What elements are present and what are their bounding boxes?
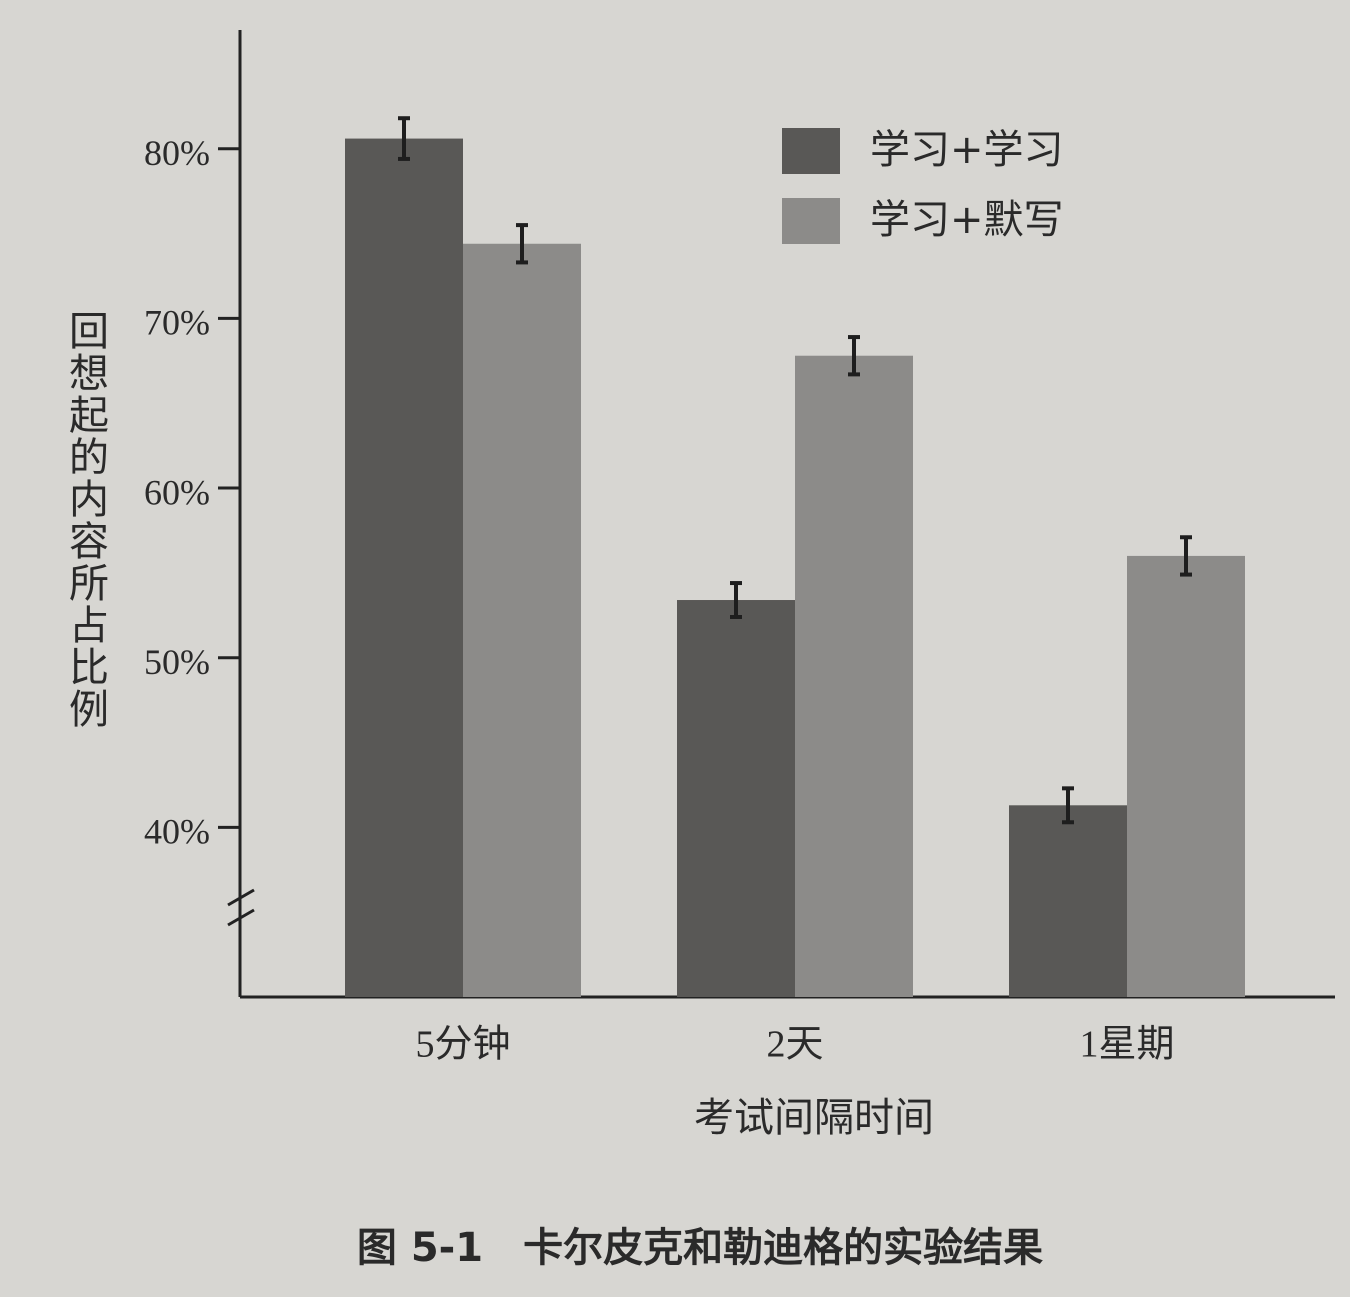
bar [677, 600, 795, 997]
bar [1009, 805, 1127, 997]
error-bar [398, 116, 410, 161]
x-tick-label: 2天 [766, 1024, 823, 1066]
y-axis-title: 回想起的内容所占比例 [62, 310, 108, 730]
x-axis-title: 考试间隔时间 [694, 1095, 934, 1141]
y-tick-label: 40% [144, 812, 210, 852]
bar [345, 138, 463, 997]
bar [795, 355, 913, 997]
bar [1127, 555, 1245, 997]
error-bar [1062, 786, 1074, 825]
x-tick-label: 1星期 [1079, 1024, 1174, 1066]
legend-label: 学习+默写 [870, 197, 1064, 243]
y-tick-label: 70% [144, 303, 210, 343]
y-tick-label: 50% [144, 642, 210, 682]
legend-swatch [782, 128, 840, 174]
x-tick-label: 5分钟 [415, 1024, 510, 1066]
error-bar [730, 581, 742, 619]
error-bar [848, 335, 860, 377]
bar [463, 243, 581, 998]
y-tick-label: 60% [144, 472, 210, 512]
error-bar [516, 223, 528, 265]
caption: 图 5-1 卡尔皮克和勒迪格的实验结果 [357, 1225, 1043, 1271]
error-bar [1180, 535, 1192, 577]
y-tick-label: 80% [144, 133, 210, 173]
legend-label: 学习+学习 [870, 127, 1064, 173]
legend-swatch [782, 198, 840, 244]
